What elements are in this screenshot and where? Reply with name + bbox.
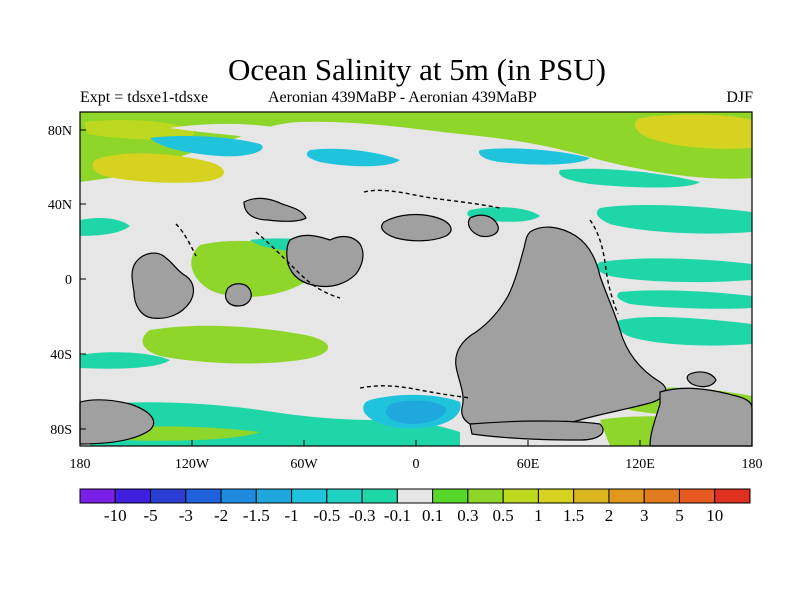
colorbar-label: -3 — [179, 506, 193, 525]
shelf-outline-north — [363, 189, 501, 209]
east-small-island — [686, 371, 717, 388]
colorbar-boxes — [79, 488, 751, 504]
x-tick-label: 180 — [70, 457, 91, 472]
north-fresh-patch-3 — [478, 148, 590, 165]
north-neutral-tongue — [170, 123, 530, 166]
colorbar-label: -2 — [214, 506, 228, 525]
north-high-salinity-tongue — [120, 162, 180, 174]
colorbar-label: 3 — [640, 506, 649, 525]
colorbar-swatch — [291, 488, 328, 504]
colorbar-label: 5 — [675, 506, 684, 525]
season-label: DJF — [726, 89, 753, 106]
continent-west-island — [131, 252, 195, 319]
colorbar-label: 1.5 — [563, 506, 584, 525]
x-tick-label: 60W — [290, 457, 318, 472]
colorbar-label: 0.1 — [422, 506, 443, 525]
southeast-landmass — [649, 387, 753, 447]
period-label: Aeronian 439MaBP - Aeronian 439MaBP — [268, 89, 537, 106]
colorbar-swatch — [502, 488, 539, 504]
y-tick-label: 40N — [48, 198, 72, 213]
y-tick-label: 40S — [50, 348, 72, 363]
mid-salty-region — [191, 240, 315, 297]
colorbar-swatch — [114, 488, 152, 504]
landmasses — [79, 197, 753, 447]
y-tick-label: 80N — [48, 124, 72, 139]
experiment-label: Expt = tdsxe1-tdsxe — [80, 89, 209, 106]
colorbar-label: -0.3 — [349, 506, 376, 525]
north-moderate-salinity — [84, 120, 194, 140]
colorbar-label: -0.5 — [313, 506, 340, 525]
southern-salty-band — [142, 325, 329, 364]
south-polar-strip — [469, 420, 604, 441]
y-tick-label: 0 — [65, 273, 72, 288]
colorbar-swatch — [608, 488, 645, 504]
map-plot-area — [79, 111, 753, 447]
shelf-outline-south — [359, 385, 471, 399]
colorbar-swatch — [185, 488, 222, 504]
colorbar-labels: -10 -5 -3 -2 -1.5 -1 -0.5 -0.3 -0.1 0.1 0.3 0.5 1 1.5… — [104, 506, 723, 525]
colorbar-swatch — [326, 488, 363, 504]
colorbar-swatch — [467, 488, 504, 504]
x-tick-label: 120E — [625, 457, 655, 472]
north-slightly-fresh-patch — [559, 168, 700, 188]
north-fresh-patch-2 — [306, 148, 400, 167]
colorbar-label: -5 — [143, 506, 157, 525]
colorbar-swatch — [643, 488, 680, 504]
shelf-outline-west — [175, 223, 197, 257]
colorbar-swatch — [150, 488, 187, 504]
colorbar-label: 0.5 — [493, 506, 514, 525]
colorbar-swatch — [396, 488, 434, 504]
colorbar-label: 2 — [605, 506, 614, 525]
shelf-outlines — [175, 189, 619, 399]
colorbar-swatch — [255, 488, 293, 504]
colorbar-swatch — [537, 488, 575, 504]
colorbar-label: -1.5 — [243, 506, 270, 525]
colorbar-label: -10 — [104, 506, 127, 525]
south-east-fresh-patch — [616, 317, 752, 346]
continent-central-cluster — [286, 234, 364, 288]
mid-slightly-fresh-3 — [80, 218, 130, 236]
mid-slightly-fresh-1 — [596, 205, 752, 234]
north-fresh-patch-1 — [150, 136, 263, 157]
x-tick-label: 180 — [742, 457, 763, 472]
x-tick-label: 0 — [413, 457, 420, 472]
south-west-fresh-patch — [80, 352, 170, 369]
equatorial-fresh-2 — [596, 258, 752, 283]
colorbar-swatch — [678, 488, 716, 504]
continent-northwest — [243, 197, 307, 222]
colorbar-swatch — [714, 488, 751, 504]
colorbar-label: -1 — [284, 506, 298, 525]
y-tick-label: 80S — [50, 423, 72, 438]
map-title: Ocean Salinity at 5m (in PSU) — [228, 52, 606, 87]
continent-north-island-2 — [467, 214, 499, 238]
north-high-salinity-east — [635, 114, 752, 149]
equatorial-fresh-3 — [617, 290, 752, 309]
shelf-outline-east — [589, 219, 619, 315]
colorbar-swatch — [220, 488, 257, 504]
southwest-landmass — [79, 399, 155, 445]
x-axis-ticks: 180 120W 60W 0 60E 120E 180 — [70, 440, 763, 472]
continent-small-island — [225, 283, 252, 307]
colorbar-label: 0.3 — [457, 506, 478, 525]
y-axis-ticks: 80N 40N 0 40S 80S — [48, 124, 86, 438]
colorbar-swatch — [79, 488, 116, 504]
colorbar-swatch — [432, 488, 469, 504]
southern-freshest-core — [386, 400, 446, 424]
colorbar-label: 1 — [534, 506, 543, 525]
colorbar-swatch — [573, 488, 610, 504]
shelf-outline-central — [255, 231, 341, 299]
colorbar-label: -0.1 — [384, 506, 411, 525]
x-tick-label: 60E — [517, 457, 540, 472]
x-tick-label: 120W — [175, 457, 210, 472]
continent-north-island — [381, 213, 452, 242]
colorbar-label: 10 — [706, 506, 723, 525]
colorbar-swatch — [361, 488, 398, 504]
